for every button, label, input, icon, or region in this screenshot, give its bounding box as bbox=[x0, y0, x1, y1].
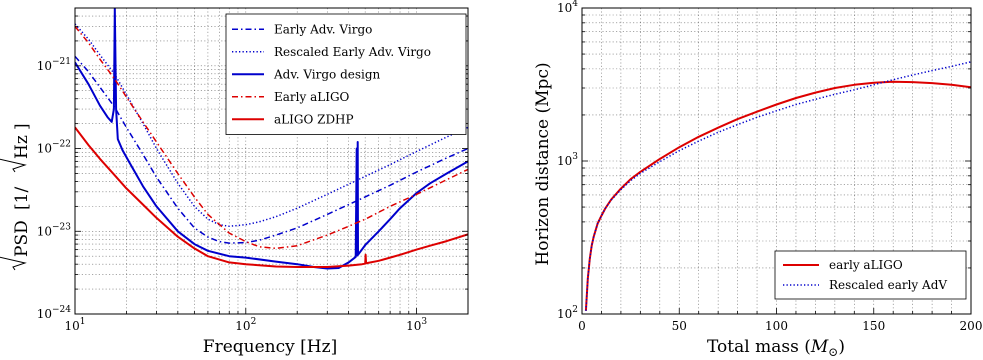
legend-label: Early aLIGO bbox=[274, 90, 350, 104]
y-tick-label: 10−23 bbox=[37, 222, 72, 238]
x-tick-label: 200 bbox=[960, 319, 983, 333]
tick-mantissa: 10 bbox=[557, 307, 572, 321]
tick-exponent: 3 bbox=[572, 152, 578, 162]
y-tick-label: 103 bbox=[557, 152, 578, 168]
y-tick-label: 10−22 bbox=[37, 140, 71, 156]
horizon-x-axis-label: Total mass (M⊙) bbox=[707, 337, 845, 359]
tick-exponent: 3 bbox=[421, 317, 427, 327]
tick-exponent: 1 bbox=[80, 317, 86, 327]
series-line-psd-2 bbox=[75, 8, 468, 270]
x-tick-label: 100 bbox=[765, 319, 788, 333]
psd-x-axis-label: Frequency [Hz] bbox=[203, 337, 337, 357]
series-line-psd-0 bbox=[75, 55, 468, 244]
x-tick-label: 103 bbox=[406, 317, 427, 333]
legend-label: aLIGO ZDHP bbox=[274, 112, 354, 126]
y-tick-label: 102 bbox=[557, 305, 578, 321]
tick-mantissa: 10 bbox=[37, 59, 52, 73]
legend-label: early aLIGO bbox=[829, 258, 903, 272]
horizon-xlabel-text: Total mass ( bbox=[707, 337, 811, 357]
x-tick-label: 0 bbox=[578, 319, 586, 333]
tick-mantissa: 10 bbox=[37, 307, 52, 321]
tick-mantissa: 10 bbox=[64, 319, 79, 333]
x-tick-label: 150 bbox=[862, 319, 885, 333]
tick-exponent: 2 bbox=[572, 305, 578, 315]
tick-mantissa: 10 bbox=[235, 319, 250, 333]
horizon-xlabel-symbol: M bbox=[810, 337, 829, 357]
x-tick-label: 102 bbox=[235, 317, 256, 333]
psd-y-axis-label: PSD [1/ Hz ] bbox=[0, 123, 32, 271]
sqrt-hz-symbol bbox=[0, 132, 27, 173]
psd-ylabel-prefix: PSD bbox=[12, 220, 32, 257]
legend-label: Rescaled early AdV bbox=[829, 278, 947, 292]
x-tick-label: 50 bbox=[672, 319, 687, 333]
legend-box bbox=[774, 250, 967, 300]
psd-series-group bbox=[75, 8, 468, 270]
psd-ylabel-unit: [1/ bbox=[12, 187, 32, 210]
tick-exponent: −23 bbox=[52, 222, 71, 232]
legend-label: Early Adv. Virgo bbox=[274, 22, 372, 36]
psd-ylabel-unit-close: ] bbox=[12, 123, 32, 130]
psd-ylabel-unit-hz: Hz bbox=[12, 135, 32, 159]
series-line-psd-4 bbox=[75, 126, 468, 268]
tick-exponent: −24 bbox=[52, 305, 71, 315]
horizon-xlabel-sub: ⊙ bbox=[828, 345, 838, 359]
tick-mantissa: 10 bbox=[557, 154, 572, 168]
horizon-series-group bbox=[584, 61, 971, 311]
legend-label: Adv. Virgo design bbox=[273, 67, 381, 81]
horizon-legend: early aLIGO Rescaled early AdV bbox=[774, 250, 967, 300]
tick-mantissa: 10 bbox=[37, 224, 52, 238]
y-tick-label: 10−24 bbox=[37, 305, 72, 321]
legend-label: Rescaled Early Adv. Virgo bbox=[274, 45, 431, 59]
sqrt-symbol bbox=[0, 223, 27, 271]
legend-box bbox=[225, 13, 467, 135]
x-tick-label: 101 bbox=[64, 317, 85, 333]
y-tick-label: 10−21 bbox=[37, 57, 71, 73]
horizon-y-axis-label: Horizon distance (Mpc) bbox=[533, 62, 553, 265]
tick-mantissa: 10 bbox=[557, 1, 572, 15]
tick-mantissa: 10 bbox=[406, 319, 421, 333]
tick-exponent: −21 bbox=[52, 57, 71, 67]
psd-legend: Early Adv. Virgo Rescaled Early Adv. Virg… bbox=[225, 13, 467, 135]
tick-exponent: 2 bbox=[251, 317, 257, 327]
horizon-xlabel-close: ) bbox=[838, 337, 845, 357]
tick-exponent: −22 bbox=[52, 140, 71, 150]
y-tick-label: 104 bbox=[557, 0, 578, 15]
tick-mantissa: 10 bbox=[37, 142, 52, 156]
tick-exponent: 4 bbox=[572, 0, 578, 9]
